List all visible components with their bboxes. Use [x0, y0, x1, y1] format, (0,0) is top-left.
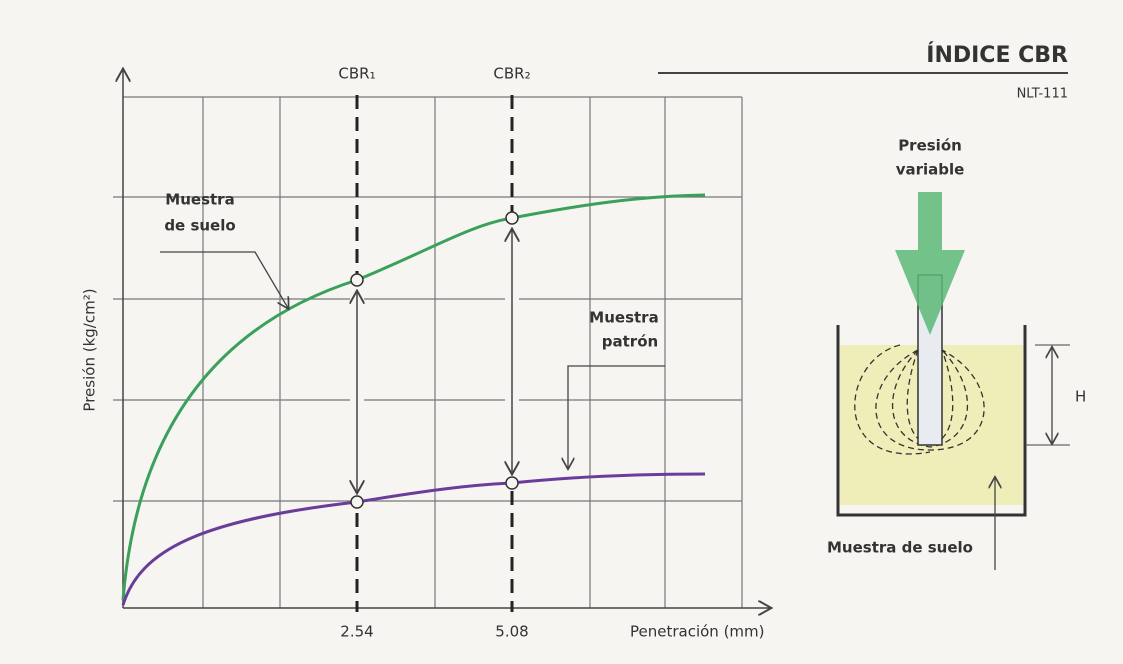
x-mark: 5.08 — [495, 623, 528, 641]
y-axis-label: Presión (kg/cm²) — [81, 288, 99, 411]
leader — [568, 365, 665, 468]
height-label: H — [1075, 388, 1086, 406]
curve-label: patrón — [602, 333, 658, 351]
x-axis-label: Penetración (mm) — [630, 623, 765, 641]
load-label: Presión — [898, 137, 962, 155]
pressure-bulbs — [854, 344, 985, 455]
leader — [160, 251, 288, 308]
x-mark: 2.54 — [340, 623, 373, 641]
curve-label: Muestra — [165, 191, 234, 209]
soil-curve — [121, 193, 706, 601]
curve-label: Muestra — [589, 309, 658, 327]
load-label: variable — [896, 161, 965, 179]
subtitle: NLT-111 — [1017, 87, 1068, 102]
mold — [836, 325, 1027, 517]
points — [350, 211, 519, 509]
grid — [113, 96, 743, 608]
cbr1: CBR₁ — [338, 65, 375, 83]
load-arrow — [895, 192, 965, 335]
title: ÍNDICE CBR — [926, 42, 1068, 68]
cbr2: CBR₂ — [493, 65, 530, 83]
standard-curve — [121, 472, 706, 606]
sample-label: Muestra de suelo — [827, 539, 973, 557]
curve-label: de suelo — [164, 217, 235, 235]
